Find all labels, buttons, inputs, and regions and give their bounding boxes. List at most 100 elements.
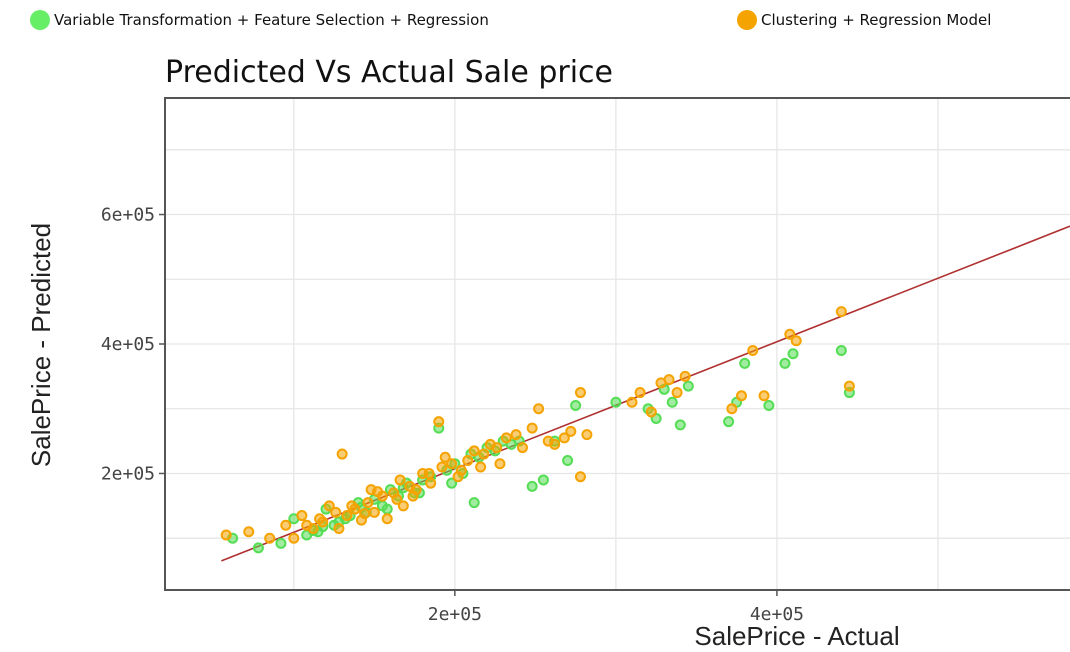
legend-item-clustering: Clustering + Regression Model [737,10,991,30]
data-point-transformation [570,400,582,411]
data-point-clustering [296,510,308,522]
data-point-clustering [726,403,738,415]
data-point-clustering [558,432,570,444]
data-point-clustering [533,403,545,415]
data-point-clustering [423,467,435,479]
data-point-clustering [475,461,487,473]
y-axis-ticks: 2e+05 4e+05 6e+05 [101,205,165,484]
data-point-clustering [436,461,448,473]
data-point-clustering [835,306,847,318]
data-point-clustering [391,493,403,505]
data-point-transformation [835,344,847,356]
data-point-clustering [634,387,646,399]
data-point-clustering [565,425,577,437]
data-point-clustering [574,471,586,483]
data-points-layer [220,306,855,554]
data-point-clustering [407,490,419,502]
data-point-clustering [359,508,371,520]
data-point-clustering [243,526,255,538]
data-point-clustering [491,442,503,454]
data-point-clustering [439,451,451,463]
data-point-clustering [288,532,300,544]
data-point-clustering [462,455,474,467]
data-point-clustering [220,529,232,541]
x-tick-label: 2e+05 [428,604,482,625]
legend-label-transformation: Variable Transformation + Feature Select… [54,11,489,29]
data-point-clustering [516,442,528,454]
data-point-clustering [468,445,480,457]
data-point-clustering [455,464,467,476]
data-point-transformation [537,474,549,486]
data-point-clustering [336,448,348,460]
data-point-clustering [581,429,593,441]
data-point-transformation [787,348,799,360]
data-point-transformation [275,537,287,549]
data-point-clustering [301,519,313,531]
y-tick-label: 4e+05 [101,334,155,355]
data-point-clustering [747,344,759,356]
data-point-clustering [314,513,326,525]
data-point-transformation [779,357,791,369]
data-point-clustering [264,532,276,544]
data-point-transformation [562,455,574,467]
data-point-clustering [330,506,342,518]
data-point-transformation [252,542,264,554]
data-point-transformation [446,477,458,489]
data-point-clustering [333,523,345,534]
data-point-clustering [446,458,458,470]
data-point-clustering [549,438,561,450]
legend-dot-orange [737,10,757,30]
data-point-clustering [645,406,657,418]
data-point-clustering [425,477,437,489]
data-point-clustering [362,497,374,509]
data-point-clustering [368,506,380,518]
data-point-clustering [433,416,445,428]
data-point-transformation [666,396,678,408]
legend-label-clustering: Clustering + Regression Model [761,11,992,29]
data-point-clustering [323,500,335,512]
chart-title: Predicted Vs Actual Sale price [165,55,613,90]
data-point-clustering [394,474,406,486]
data-point-clustering [381,513,393,525]
data-point-transformation [674,419,686,431]
data-point-clustering [346,500,358,512]
data-point-clustering [500,432,512,444]
data-point-transformation [763,400,775,411]
data-point-clustering [365,484,377,496]
data-point-clustering [735,390,747,402]
data-point-clustering [843,380,855,392]
data-point-clustering [510,429,522,441]
data-point-clustering [758,390,770,402]
data-point-clustering [671,387,683,399]
x-axis-ticks: 2e+05 4e+05 [428,590,804,625]
data-point-clustering [397,500,409,512]
data-point-transformation [468,497,480,509]
y-axis-title: SalePrice - Predicted [26,223,56,467]
data-point-clustering [494,458,506,470]
data-point-transformation [739,357,751,369]
legend-dot-green [30,10,50,30]
data-point-clustering [574,387,586,399]
data-point-clustering [341,510,353,522]
data-point-clustering [790,335,802,347]
y-tick-label: 6e+05 [101,205,155,226]
data-point-clustering [663,374,675,386]
y-tick-label: 2e+05 [101,463,155,484]
data-point-transformation [682,380,694,392]
legend-item-transformation: Variable Transformation + Feature Select… [30,10,489,30]
data-point-clustering [784,328,796,340]
legend: Variable Transformation + Feature Select… [0,0,1070,40]
data-point-clustering [679,370,691,382]
x-axis-title: SalePrice - Actual [694,621,899,651]
data-point-clustering [526,422,538,434]
data-point-transformation [723,416,735,428]
x-tick-label: 4e+05 [750,604,804,625]
data-point-clustering [280,519,292,531]
data-point-clustering [478,448,490,460]
grid-lines [165,98,1070,590]
data-point-transformation [610,396,622,408]
data-point-transformation [526,480,538,492]
data-point-transformation [381,503,393,515]
data-point-clustering [626,396,638,408]
